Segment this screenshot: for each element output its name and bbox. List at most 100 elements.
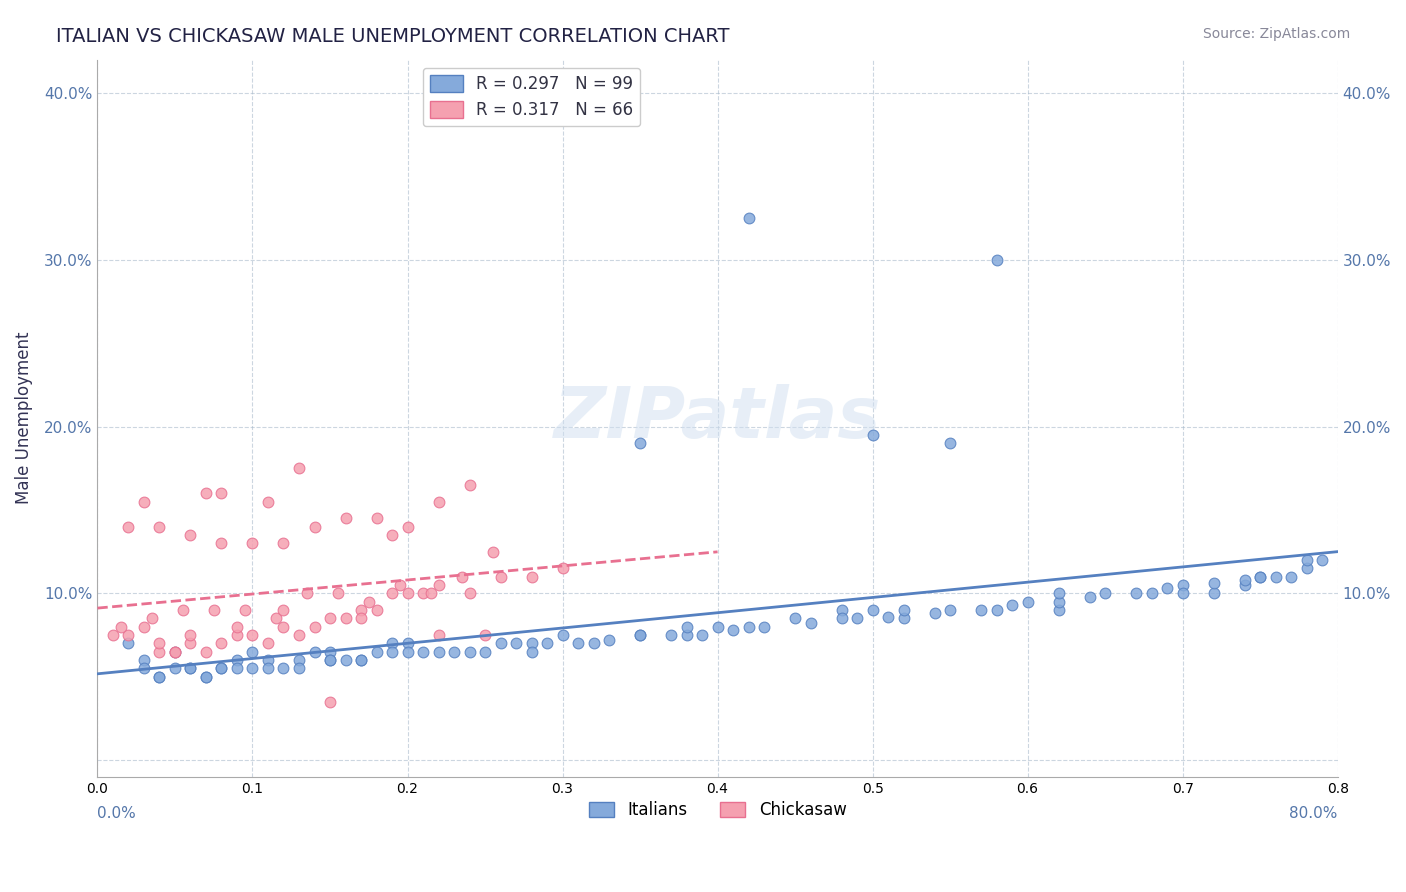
Point xyxy=(924,607,946,621)
Point xyxy=(242,536,264,550)
Point xyxy=(101,628,124,642)
Point xyxy=(117,636,139,650)
Point xyxy=(295,586,318,600)
Point xyxy=(163,645,186,659)
Point xyxy=(132,620,155,634)
Point xyxy=(396,519,419,533)
Point xyxy=(226,653,249,667)
Point xyxy=(520,570,543,584)
Point xyxy=(319,653,342,667)
Point xyxy=(1001,598,1024,612)
Point xyxy=(427,628,450,642)
Point xyxy=(350,603,373,617)
Point xyxy=(242,661,264,675)
Point xyxy=(1171,586,1194,600)
Point xyxy=(366,511,388,525)
Point xyxy=(1017,595,1039,609)
Point xyxy=(273,536,295,550)
Point xyxy=(551,628,574,642)
Point xyxy=(690,628,713,642)
Y-axis label: Male Unemployment: Male Unemployment xyxy=(15,332,32,505)
Text: 80.0%: 80.0% xyxy=(1289,805,1337,821)
Point xyxy=(288,461,311,475)
Point xyxy=(489,636,512,650)
Point xyxy=(226,628,249,642)
Point xyxy=(427,645,450,659)
Point xyxy=(721,623,744,637)
Point xyxy=(381,645,404,659)
Point xyxy=(877,609,900,624)
Point xyxy=(211,536,233,550)
Point xyxy=(335,511,357,525)
Point xyxy=(396,586,419,600)
Point xyxy=(489,570,512,584)
Point xyxy=(520,636,543,650)
Point xyxy=(335,611,357,625)
Point xyxy=(163,661,186,675)
Point xyxy=(1233,573,1256,587)
Point xyxy=(273,620,295,634)
Point xyxy=(1140,586,1163,600)
Point xyxy=(319,695,342,709)
Point xyxy=(179,661,201,675)
Point xyxy=(474,628,496,642)
Point xyxy=(179,636,201,650)
Point xyxy=(628,628,651,642)
Point xyxy=(257,661,280,675)
Text: ITALIAN VS CHICKASAW MALE UNEMPLOYMENT CORRELATION CHART: ITALIAN VS CHICKASAW MALE UNEMPLOYMENT C… xyxy=(56,27,730,45)
Point xyxy=(163,645,186,659)
Point xyxy=(551,561,574,575)
Point xyxy=(412,645,434,659)
Point xyxy=(396,645,419,659)
Point xyxy=(264,611,287,625)
Point xyxy=(195,670,218,684)
Point xyxy=(862,428,884,442)
Point xyxy=(110,620,132,634)
Point xyxy=(1279,570,1302,584)
Point xyxy=(567,636,589,650)
Point xyxy=(474,645,496,659)
Point xyxy=(1264,570,1286,584)
Point xyxy=(335,653,357,667)
Point xyxy=(195,645,218,659)
Point xyxy=(381,528,404,542)
Point xyxy=(1249,570,1271,584)
Point xyxy=(970,603,993,617)
Point xyxy=(304,645,326,659)
Point xyxy=(1156,582,1178,596)
Point xyxy=(752,620,775,634)
Point xyxy=(783,611,806,625)
Point xyxy=(450,570,472,584)
Point xyxy=(628,628,651,642)
Point xyxy=(893,611,915,625)
Text: Source: ZipAtlas.com: Source: ZipAtlas.com xyxy=(1202,27,1350,41)
Point xyxy=(148,670,170,684)
Point xyxy=(288,661,311,675)
Point xyxy=(381,586,404,600)
Point xyxy=(148,636,170,650)
Point xyxy=(1047,603,1070,617)
Point xyxy=(1125,586,1147,600)
Point xyxy=(226,620,249,634)
Point xyxy=(319,653,342,667)
Point xyxy=(458,478,481,492)
Point xyxy=(226,661,249,675)
Point xyxy=(179,661,201,675)
Point xyxy=(319,611,342,625)
Point xyxy=(412,586,434,600)
Point xyxy=(831,611,853,625)
Point xyxy=(273,661,295,675)
Point xyxy=(357,595,380,609)
Point xyxy=(132,494,155,508)
Point xyxy=(366,645,388,659)
Point xyxy=(195,670,218,684)
Point xyxy=(366,603,388,617)
Point xyxy=(141,611,163,625)
Point xyxy=(132,653,155,667)
Point xyxy=(211,661,233,675)
Point xyxy=(458,586,481,600)
Point xyxy=(257,653,280,667)
Point xyxy=(1094,586,1116,600)
Point xyxy=(675,628,697,642)
Point xyxy=(986,603,1008,617)
